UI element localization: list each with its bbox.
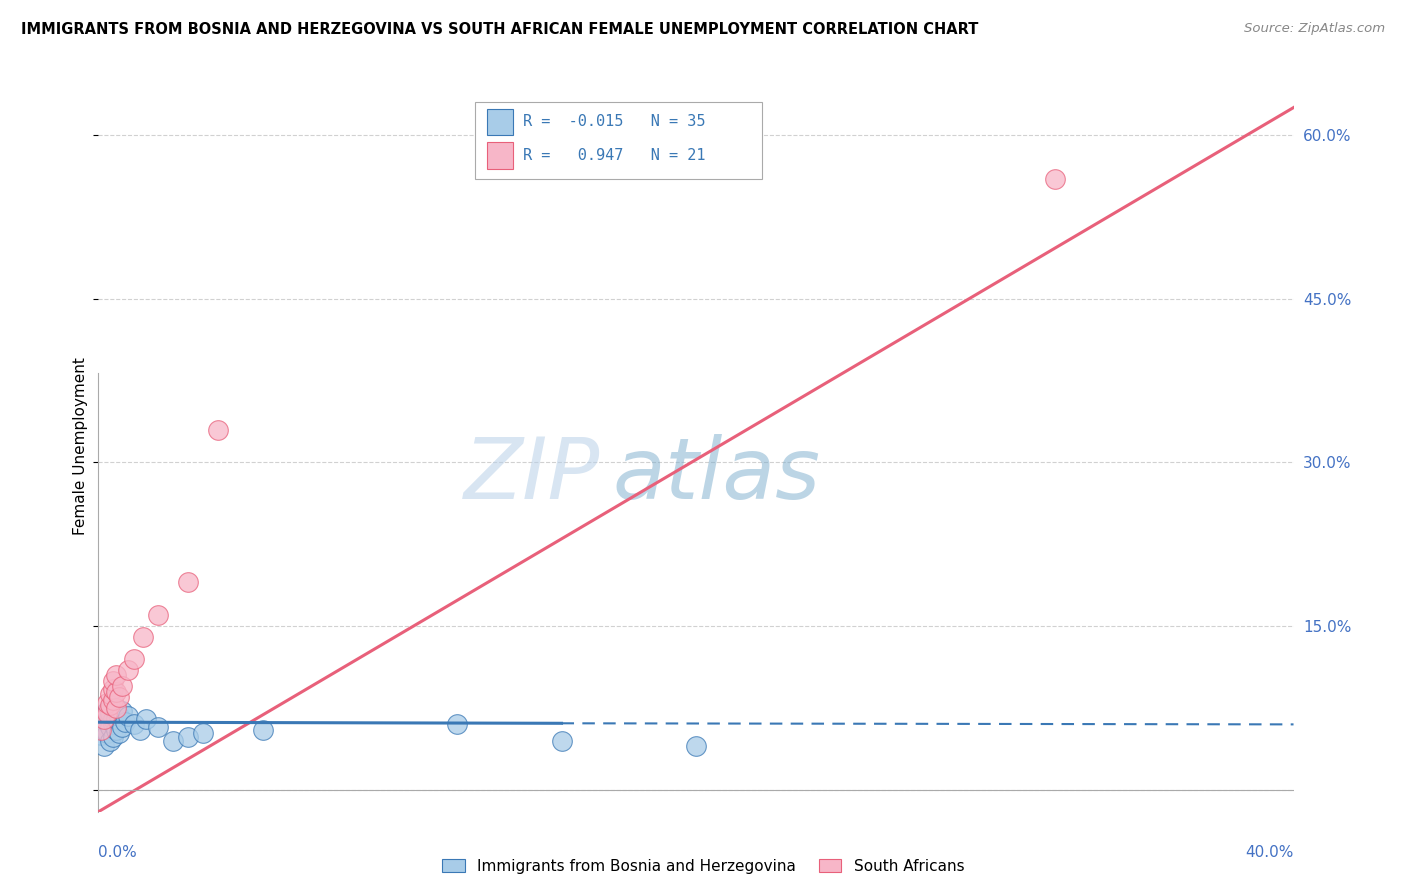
Text: IMMIGRANTS FROM BOSNIA AND HERZEGOVINA VS SOUTH AFRICAN FEMALE UNEMPLOYMENT CORR: IMMIGRANTS FROM BOSNIA AND HERZEGOVINA V… [21, 22, 979, 37]
Point [96, 704, 118, 718]
Point [90, 723, 112, 737]
Point [111, 679, 134, 693]
Point [105, 723, 128, 737]
Point [129, 723, 152, 737]
Point [98, 687, 122, 701]
Point [207, 423, 229, 437]
Point [191, 726, 214, 740]
Point [685, 739, 707, 754]
Point [103, 693, 125, 707]
Point [90, 717, 112, 731]
Point [135, 712, 157, 726]
Point [90, 728, 112, 742]
Point [103, 712, 125, 726]
Point [148, 720, 170, 734]
Point [108, 690, 131, 704]
Point [1043, 171, 1066, 186]
Point [162, 733, 184, 747]
Text: Source: ZipAtlas.com: Source: ZipAtlas.com [1244, 22, 1385, 36]
Point [105, 712, 128, 726]
Legend: Immigrants from Bosnia and Herzegovina, South Africans: Immigrants from Bosnia and Herzegovina, … [436, 853, 970, 880]
Point [177, 575, 200, 590]
Point [93, 708, 115, 723]
Point [96, 715, 118, 730]
Point [105, 701, 128, 715]
Point [103, 682, 125, 697]
Point [96, 706, 118, 721]
Point [177, 731, 200, 745]
Text: 40.0%: 40.0% [1246, 845, 1294, 860]
Point [96, 696, 118, 710]
Point [124, 652, 146, 666]
Point [93, 723, 115, 737]
Bar [486, 143, 513, 169]
Text: 0.0%: 0.0% [98, 845, 138, 860]
Point [108, 726, 131, 740]
Text: R =   0.947   N = 21: R = 0.947 N = 21 [523, 148, 706, 163]
Point [105, 684, 128, 698]
Point [132, 630, 155, 644]
Point [103, 731, 125, 745]
Point [103, 701, 125, 715]
Point [111, 704, 134, 718]
Point [103, 673, 125, 688]
Point [108, 708, 131, 723]
Point [93, 712, 115, 726]
Text: ZIP: ZIP [464, 434, 600, 516]
Point [111, 720, 134, 734]
Point [446, 717, 468, 731]
Point [98, 720, 122, 734]
Y-axis label: Female Unemployment: Female Unemployment [73, 357, 89, 535]
Bar [486, 109, 513, 135]
Point [148, 608, 170, 623]
Point [114, 715, 136, 730]
Point [93, 739, 115, 754]
Point [96, 726, 118, 740]
Point [124, 717, 146, 731]
Text: R =  -0.015   N = 35: R = -0.015 N = 35 [523, 114, 706, 129]
Point [103, 717, 125, 731]
Point [105, 701, 128, 715]
Point [550, 733, 572, 747]
Point [117, 663, 139, 677]
Point [98, 698, 122, 712]
Point [105, 668, 128, 682]
FancyBboxPatch shape [475, 103, 762, 179]
Point [117, 708, 139, 723]
Text: atlas: atlas [613, 434, 820, 516]
Point [98, 733, 122, 747]
Point [98, 706, 122, 721]
Point [252, 723, 274, 737]
